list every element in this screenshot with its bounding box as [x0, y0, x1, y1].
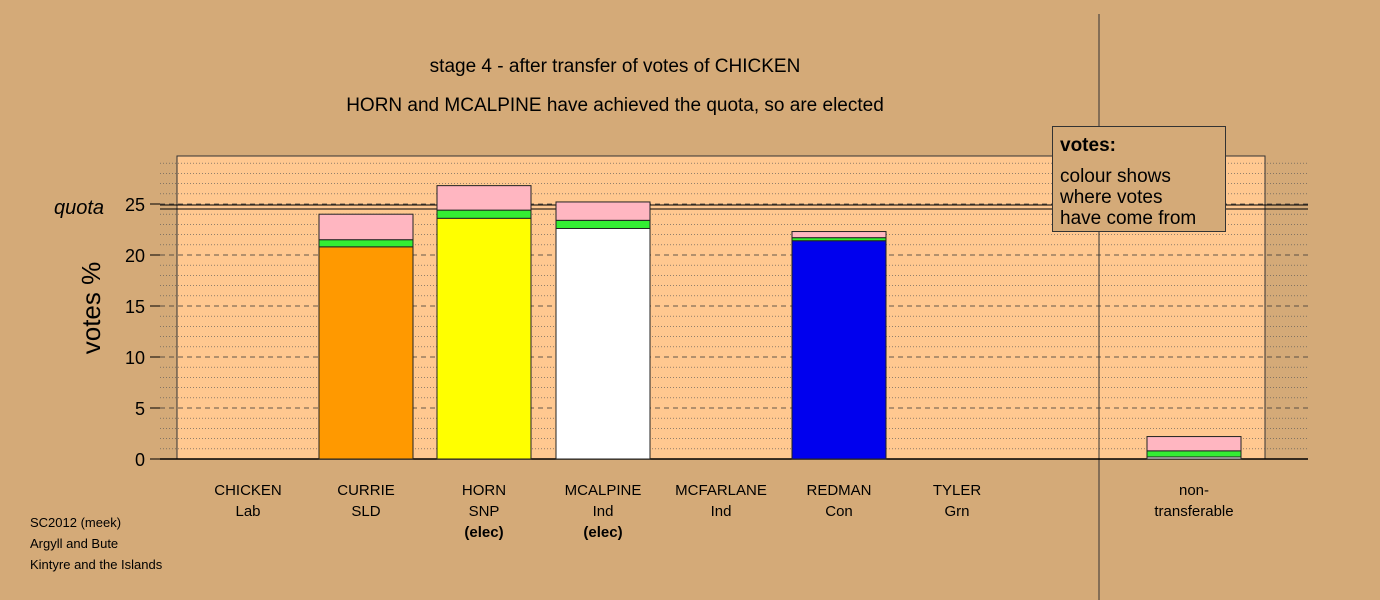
- footer-line-2: Argyll and Bute: [30, 536, 119, 551]
- bar-segment: [318, 239, 414, 248]
- bar-segment: [555, 219, 651, 229]
- bar-segment: [436, 185, 532, 211]
- category-party: SLD: [351, 503, 380, 520]
- y-tick-label: 20: [125, 246, 145, 266]
- legend-line-3: have come from: [1060, 208, 1197, 229]
- legend-line-1: colour shows: [1060, 166, 1171, 187]
- y-tick-label: 25: [125, 195, 145, 215]
- category-status: (elec): [464, 524, 503, 541]
- y-tick-label: 0: [135, 450, 145, 470]
- bar-segment: [318, 246, 414, 460]
- quota-label: quota: [54, 197, 104, 219]
- category-status: (elec): [583, 524, 622, 541]
- category-name: CHICKEN: [214, 482, 282, 499]
- legend-line-2: where votes: [1060, 187, 1163, 208]
- category-party: Con: [825, 503, 853, 520]
- bar-segment: [318, 213, 414, 241]
- category-party: Ind: [593, 503, 614, 520]
- category-name: MCFARLANE: [675, 482, 767, 499]
- category-party: transferable: [1154, 503, 1233, 520]
- bar-segment: [436, 209, 532, 219]
- legend-title: votes:: [1060, 135, 1116, 156]
- y-tick-label: 5: [135, 399, 145, 419]
- category-name: non-: [1179, 482, 1209, 499]
- category-party: Ind: [711, 503, 732, 520]
- chart-title-line2: HORN and MCALPINE have achieved the quot…: [346, 95, 884, 116]
- bar-segment: [1146, 436, 1242, 452]
- y-axis-label: votes %: [76, 262, 106, 355]
- category-name: MCALPINE: [565, 482, 642, 499]
- category-name: HORN: [462, 482, 506, 499]
- y-tick-label: 15: [125, 297, 145, 317]
- bar-segment: [555, 227, 651, 460]
- bar-segment: [791, 231, 887, 239]
- legend-box: votes: colour shows where votes have com…: [1052, 126, 1226, 232]
- bar-segment: [436, 217, 532, 460]
- footer-info: SC2012 (meek) Argyll and Bute Kintyre an…: [30, 512, 162, 575]
- bar-segment: [555, 201, 651, 221]
- y-tick-label: 10: [125, 348, 145, 368]
- footer-line-3: Kintyre and the Islands: [30, 557, 163, 572]
- category-name: CURRIE: [337, 482, 395, 499]
- category-name: REDMAN: [806, 482, 871, 499]
- footer-line-1: SC2012 (meek): [30, 515, 122, 530]
- category-name: TYLER: [933, 482, 982, 499]
- category-party: Grn: [944, 503, 969, 520]
- chart-title-line1: stage 4 - after transfer of votes of CHI…: [430, 56, 801, 77]
- bar-segment: [791, 240, 887, 460]
- category-party: Lab: [235, 503, 260, 520]
- category-party: SNP: [469, 503, 500, 520]
- bar-segment: [1146, 450, 1242, 458]
